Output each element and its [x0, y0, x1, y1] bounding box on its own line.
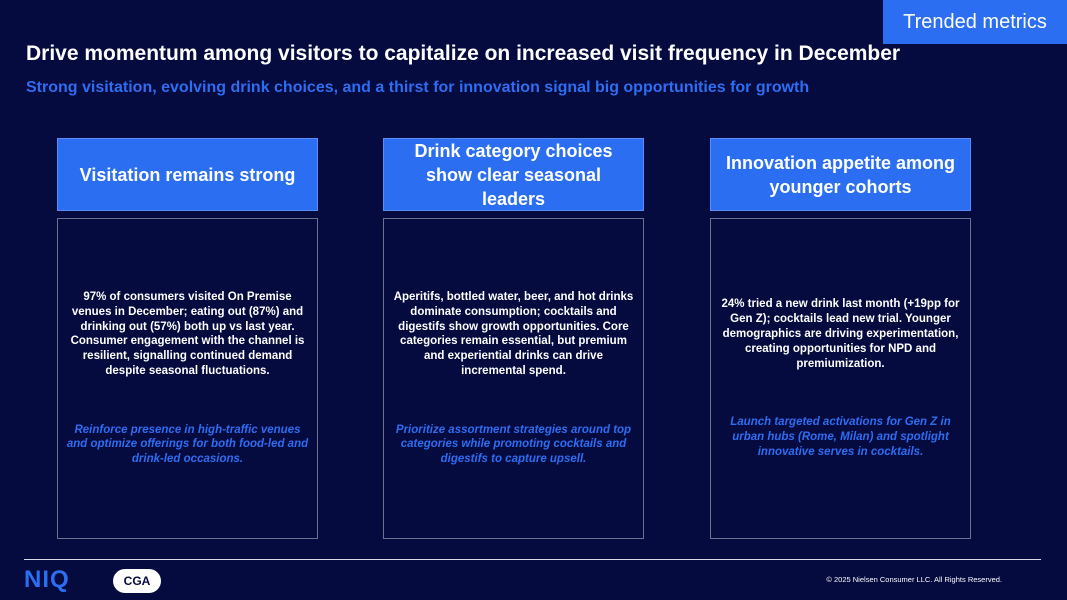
cga-logo: CGA: [113, 569, 161, 593]
card-heading-visitation: Visitation remains strong: [57, 138, 318, 211]
card-insight-text: 97% of consumers visited On Premise venu…: [70, 290, 305, 377]
niq-logo: NIQ: [24, 566, 70, 593]
card-recommendation-text: Launch targeted activations for Gen Z in…: [730, 416, 951, 458]
page-subtitle: Strong visitation, evolving drink choice…: [26, 79, 810, 96]
card-recommendation-text: Reinforce presence in high-traffic venue…: [66, 423, 309, 466]
page-title: Drive momentum among visitors to capital…: [26, 42, 901, 65]
footer-divider: [24, 559, 1041, 560]
card-insight-text: 24% tried a new drink last month (+19pp …: [721, 298, 960, 370]
card-heading-drink-category: Drink category choices show clear season…: [383, 138, 644, 211]
card-body-drink-category: Aperitifs, bottled water, beer, and hot …: [383, 218, 644, 539]
copyright-notice: © 2025 Nielsen Consumer LLC. All Rights …: [826, 575, 1002, 584]
trended-metrics-tag: Trended metrics: [883, 0, 1067, 44]
card-insight-text: Aperitifs, bottled water, beer, and hot …: [393, 290, 634, 377]
card-heading-innovation: Innovation appetite among younger cohort…: [710, 138, 971, 211]
card-body-innovation: 24% tried a new drink last month (+19pp …: [710, 218, 971, 539]
card-body-visitation: 97% of consumers visited On Premise venu…: [57, 218, 318, 539]
card-recommendation-text: Prioritize assortment strategies around …: [395, 423, 632, 466]
